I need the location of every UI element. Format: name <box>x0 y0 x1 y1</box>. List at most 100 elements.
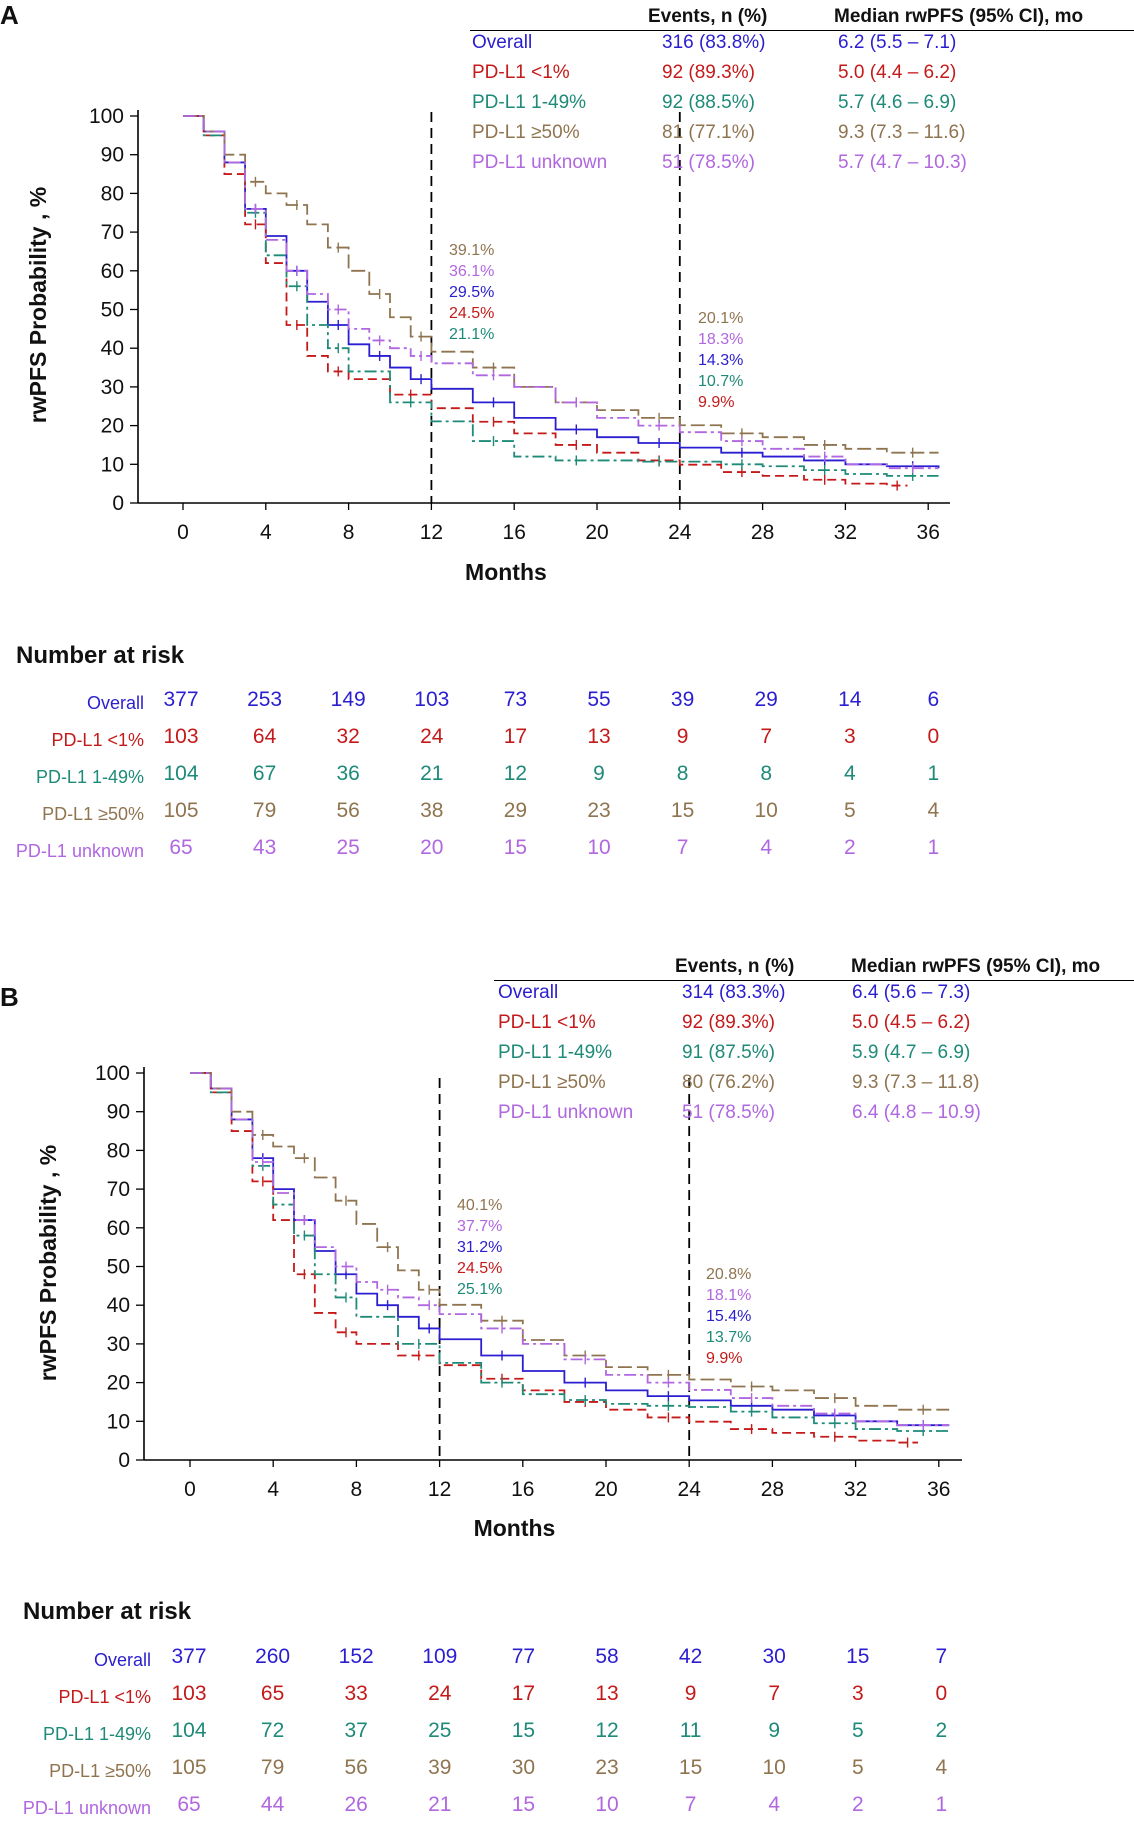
risk-row: PD-L1 unknown 65 44 26 21 15 10 7 4 2 1 <box>0 1793 1134 1827</box>
risk-cell: 55 <box>587 688 611 711</box>
survival-annotation: 24.5% <box>449 305 495 322</box>
table-row-name: PD-L1 <1% <box>498 1012 596 1033</box>
risk-cell: 10 <box>754 799 778 822</box>
x-tick-label: 0 <box>184 1478 196 1501</box>
risk-cell: 14 <box>838 688 862 711</box>
risk-row: PD-L1 unknown 65 43 25 20 15 10 7 4 2 1 <box>0 836 1134 870</box>
y-tick-label: 90 <box>107 1101 130 1124</box>
risk-cell: 4 <box>935 1756 948 1779</box>
risk-cell: 64 <box>252 725 277 748</box>
y-tick-label: 100 <box>89 105 124 128</box>
table-row-median: 6.2 (5.5 – 7.1) <box>838 32 957 53</box>
survival-annotation: 40.1% <box>457 1197 503 1214</box>
risk-cell: 30 <box>762 1645 786 1668</box>
risk-cell: 0 <box>927 725 940 748</box>
panel-b: B 0 10 20 30 40 50 60 70 80 90 100 0 4 8 12 16 20 24 28 32 3… <box>0 950 1134 1818</box>
risk-row: PD-L1 <1% 103 65 33 24 17 13 9 7 3 0 <box>0 1682 1134 1716</box>
table-row-median: 9.3 (7.3 – 11.8) <box>852 1072 980 1093</box>
risk-cell: 36 <box>336 762 360 785</box>
risk-cell: 29 <box>503 799 528 822</box>
risk-cell: 65 <box>260 1682 285 1705</box>
risk-cell: 73 <box>503 688 528 711</box>
x-tick-label: 12 <box>428 1478 451 1501</box>
risk-cell: 7 <box>676 836 689 859</box>
risk-cell: 13 <box>587 725 611 748</box>
risk-cell: 37 <box>344 1719 368 1742</box>
table-row-median: 9.3 (7.3 – 11.6) <box>838 122 966 143</box>
risk-row-label: PD-L1 <1% <box>51 730 144 750</box>
risk-cell: 3 <box>851 1682 864 1705</box>
risk-cell: 20 <box>420 836 444 859</box>
risk-row: PD-L1 1-49% 104 67 36 21 12 9 8 8 4 1 <box>0 762 1134 796</box>
risk-cell: 103 <box>163 725 199 748</box>
risk-cell: 32 <box>336 725 360 748</box>
survival-annotation: 25.1% <box>457 1281 503 1298</box>
risk-cell: 11 <box>679 1719 702 1742</box>
risk-cell: 79 <box>260 1756 285 1779</box>
risk-cell: 105 <box>163 799 199 822</box>
x-tick-label: 16 <box>503 521 526 544</box>
survival-annotation: 13.7% <box>706 1329 752 1346</box>
risk-cell: 65 <box>169 836 193 859</box>
risk-row-label: PD-L1 ≥50% <box>49 1761 151 1781</box>
table-row-name: PD-L1 <1% <box>472 62 570 83</box>
risk-cell: 21 <box>428 1793 452 1816</box>
risk-title: Number at risk <box>23 1598 192 1625</box>
risk-cell: 0 <box>935 1682 948 1705</box>
survival-annotation: 29.5% <box>449 284 495 301</box>
risk-cell: 24 <box>428 1682 452 1705</box>
y-tick-label: 10 <box>107 1410 130 1433</box>
km-curve-pdl1_lt1 <box>190 1072 918 1444</box>
y-tick-label: 80 <box>107 1139 130 1162</box>
risk-row-label: PD-L1 unknown <box>15 841 144 861</box>
y-tick-label: 50 <box>107 1256 130 1279</box>
risk-cell: 5 <box>851 1719 864 1742</box>
table-row-median: 5.0 (4.5 – 6.2) <box>852 1012 971 1033</box>
risk-cell: 25 <box>428 1719 452 1742</box>
table-row-name: PD-L1 1-49% <box>498 1042 613 1063</box>
table-row-events: 80 (76.2%) <box>682 1072 775 1093</box>
risk-cell: 43 <box>252 836 277 859</box>
table-row-median: 5.9 (4.7 – 6.9) <box>852 1042 971 1063</box>
risk-cell: 67 <box>252 762 277 785</box>
survival-annotation: 37.7% <box>457 1218 503 1235</box>
risk-cell: 33 <box>344 1682 368 1705</box>
risk-cell: 29 <box>754 688 778 711</box>
risk-cell: 72 <box>260 1719 285 1742</box>
risk-cell: 21 <box>420 762 444 785</box>
risk-cell: 7 <box>760 725 773 748</box>
risk-cell: 105 <box>171 1756 207 1779</box>
risk-cell: 104 <box>163 762 199 785</box>
risk-cell: 38 <box>420 799 444 822</box>
y-tick-label: 100 <box>95 1062 130 1085</box>
risk-cell: 9 <box>593 762 605 785</box>
y-tick-label: 30 <box>101 376 124 399</box>
risk-cell: 58 <box>595 1645 619 1668</box>
km-curve-pdl1_1_49 <box>190 1072 950 1432</box>
risk-row-label: PD-L1 ≥50% <box>42 804 144 824</box>
risk-cell: 9 <box>684 1682 697 1705</box>
y-tick-label: 10 <box>101 453 124 476</box>
risk-cell: 15 <box>846 1645 870 1668</box>
table-row-name: PD-L1 unknown <box>498 1102 634 1123</box>
y-axis-title: rwPFS Probability , % <box>25 187 51 423</box>
risk-cell: 7 <box>768 1682 781 1705</box>
survival-annotation: 39.1% <box>449 242 495 259</box>
risk-cell: 56 <box>344 1756 368 1779</box>
risk-cell: 2 <box>843 836 856 859</box>
y-tick-label: 60 <box>101 260 124 283</box>
risk-cell: 23 <box>595 1756 619 1779</box>
x-tick-label: 32 <box>834 521 857 544</box>
risk-cell: 39 <box>670 688 695 711</box>
km-curve-pdl1_unknown <box>183 115 939 470</box>
risk-cell: 260 <box>255 1645 291 1668</box>
risk-cell: 9 <box>676 725 689 748</box>
risk-cell: 7 <box>935 1645 948 1668</box>
risk-cell: 10 <box>595 1793 619 1816</box>
survival-annotation: 15.4% <box>706 1308 752 1325</box>
risk-cell: 103 <box>414 688 450 711</box>
risk-cell: 65 <box>177 1793 201 1816</box>
risk-cell: 109 <box>422 1645 458 1668</box>
x-tick-label: 28 <box>751 521 774 544</box>
x-tick-label: 4 <box>267 1478 279 1501</box>
